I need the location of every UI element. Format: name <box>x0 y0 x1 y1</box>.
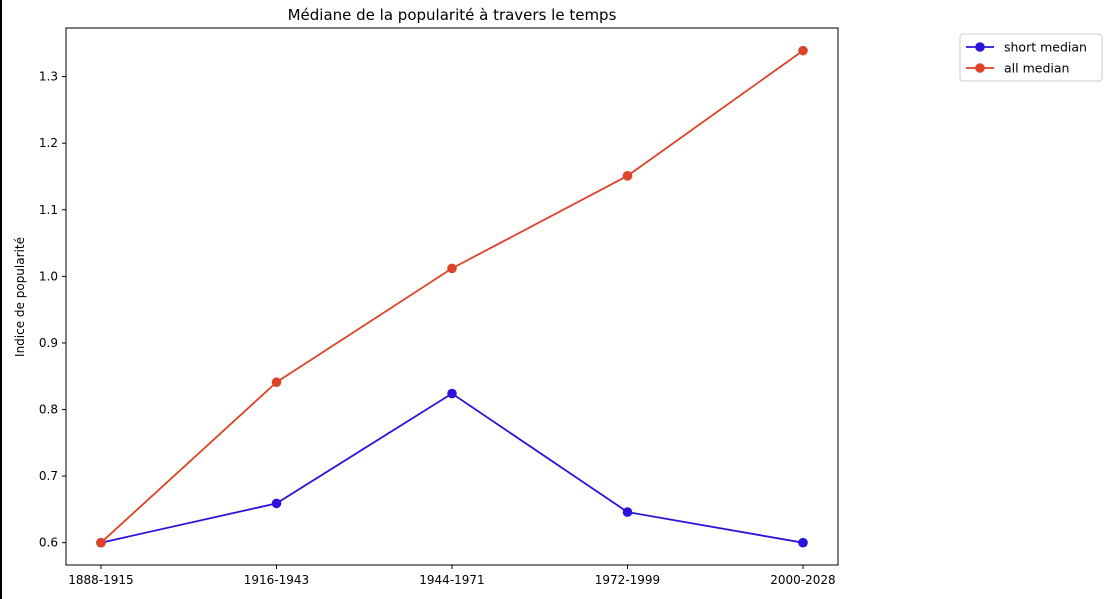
legend-label: all median <box>1004 61 1069 76</box>
y-axis: 0.6 0.7 0.8 0.9 1.0 1.1 1.2 1.3 <box>39 70 66 550</box>
data-point-all-median <box>271 377 282 388</box>
data-point-short-median <box>622 507 633 517</box>
y-axis-label: Indice de popularité <box>13 237 27 357</box>
data-point-all-median <box>798 45 808 56</box>
data-point-short-median <box>798 537 808 548</box>
y-tick-label: 1.2 <box>39 136 58 150</box>
y-tick-label: 0.6 <box>39 536 58 550</box>
x-axis: 1888-1915 1916-1943 1944-1971 1972-1999 2000… <box>68 565 836 587</box>
legend-box <box>959 33 1103 82</box>
chart-title: Médiane de la popularité à travers le te… <box>288 6 617 24</box>
y-tick-label: 0.7 <box>39 469 58 483</box>
y-tick-label: 0.8 <box>39 403 58 417</box>
y-tick-label: 1.3 <box>39 70 58 84</box>
y-tick-label: 1.0 <box>39 269 58 283</box>
legend-marker <box>975 63 985 73</box>
legend: short median all median <box>959 33 1103 82</box>
legend-label: short median <box>1004 40 1087 55</box>
x-tick-label: 1972-1999 <box>595 573 660 587</box>
x-tick-label: 1944-1971 <box>419 573 484 587</box>
data-point-short-median <box>271 498 282 509</box>
x-tick-label: 2000-2028 <box>770 573 835 587</box>
series-layer <box>96 45 808 548</box>
data-point-all-median <box>96 537 106 548</box>
x-tick-label: 1888-1915 <box>68 573 133 587</box>
y-tick-label: 1.1 <box>39 203 58 217</box>
legend-marker <box>975 42 985 52</box>
y-tick-label: 0.9 <box>39 336 58 350</box>
data-point-short-median <box>447 388 457 399</box>
data-point-all-median <box>622 171 633 181</box>
x-tick-label: 1916-1943 <box>244 573 309 587</box>
data-point-all-median <box>447 263 457 274</box>
